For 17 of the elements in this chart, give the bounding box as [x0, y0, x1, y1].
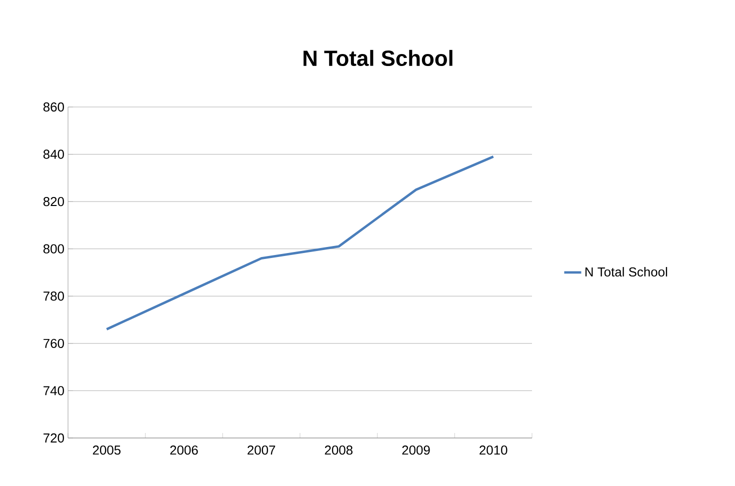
y-tick-label: 780: [44, 292, 64, 301]
y-tick-label: 860: [43, 102, 64, 112]
line-series: [105, 155, 495, 330]
y-tick-label: 720: [44, 433, 64, 443]
x-tick-label: 2008: [324, 446, 353, 455]
y-tick-label: 800: [43, 244, 64, 254]
legend-label: N Total School: [585, 267, 668, 277]
y-tick-label: 820: [43, 196, 64, 206]
x-tick-label: 2005: [92, 446, 121, 455]
chart-title: N Total School: [304, 50, 452, 66]
x-tick-label: 2009: [402, 446, 430, 455]
x-tick-label: 2010: [480, 446, 508, 455]
x-tick-label: 2007: [248, 446, 276, 455]
x-tick-label: 2006: [170, 446, 198, 455]
y-tick-label: 740: [44, 386, 64, 396]
y-tick-label: 760: [44, 338, 64, 348]
y-tick-label: 840: [43, 150, 64, 159]
